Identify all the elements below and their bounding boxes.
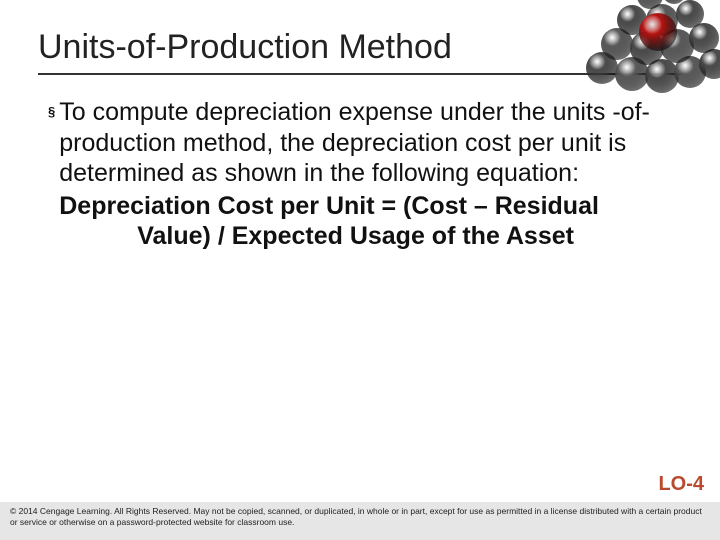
learning-objective-badge: LO-4 — [658, 473, 704, 496]
bullet-rest: compute depreciation expense under the u… — [59, 98, 650, 187]
footer-bar: © 2014 Cengage Learning. All Rights Rese… — [0, 502, 720, 540]
formula: Depreciation Cost per Unit = (Cost – Res… — [59, 191, 678, 252]
title-rule — [38, 73, 682, 75]
slide-title: Units-of-Production Method — [38, 28, 682, 67]
bullet-marker: § — [48, 97, 55, 127]
body-content: § To compute depreciation expense under … — [38, 97, 682, 252]
bullet-lead: To — [59, 98, 85, 126]
bullet-text: To compute depreciation expense under th… — [59, 97, 678, 252]
formula-line1: Depreciation Cost per Unit = (Cost – Res… — [59, 192, 599, 220]
bullet-item: § To compute depreciation expense under … — [48, 97, 678, 252]
slide: Units-of-Production Method § To compute … — [0, 0, 720, 540]
formula-line2: Value) / Expected Usage of the Asset — [59, 221, 678, 252]
copyright-text: © 2014 Cengage Learning. All Rights Rese… — [10, 506, 710, 527]
